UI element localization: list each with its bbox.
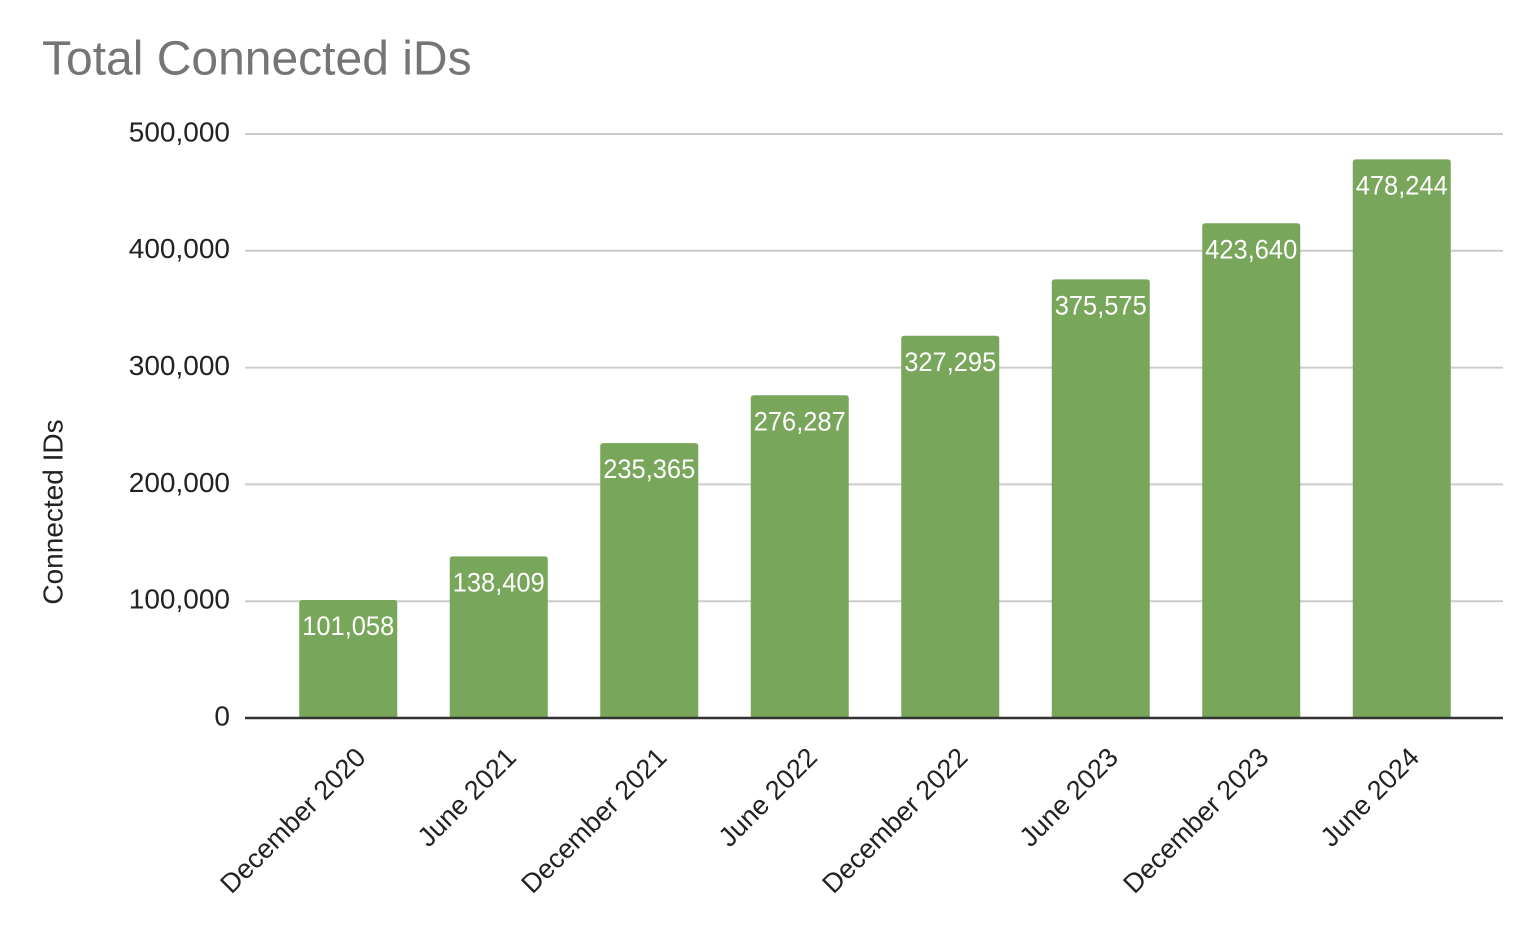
- y-tick-label: 500,000: [129, 116, 230, 147]
- bar: [750, 395, 849, 718]
- y-tick-label: 100,000: [129, 584, 230, 615]
- value-label: 423,640: [1205, 234, 1297, 264]
- value-label: 101,058: [302, 611, 394, 641]
- x-tick-label: December 2023: [1117, 742, 1274, 899]
- value-label: 327,295: [904, 347, 996, 377]
- x-tick-label: June 2021: [412, 742, 522, 852]
- bar: [299, 599, 398, 718]
- bar: [1202, 223, 1301, 718]
- x-tick-label: December 2021: [515, 742, 672, 899]
- value-label: 375,575: [1055, 290, 1147, 320]
- bar: [600, 443, 699, 718]
- value-label: 138,409: [453, 567, 545, 597]
- chart-title: Total Connected iDs: [42, 33, 472, 86]
- x-tick-label: December 2022: [816, 742, 973, 899]
- bar: [901, 335, 1000, 718]
- value-label: 276,287: [754, 406, 846, 436]
- bar: [1352, 159, 1451, 718]
- x-tick-label: June 2023: [1014, 742, 1124, 852]
- x-tick-label: June 2022: [713, 742, 823, 852]
- x-tick-label: December 2020: [214, 742, 371, 899]
- value-label: 478,244: [1356, 171, 1448, 201]
- bar: [1051, 279, 1150, 718]
- bar: [449, 556, 548, 718]
- y-tick-label: 400,000: [129, 233, 230, 264]
- y-tick-label: 0: [214, 700, 230, 731]
- x-tick-label: June 2024: [1315, 742, 1425, 852]
- y-tick-label: 300,000: [129, 350, 230, 381]
- y-tick-label: 200,000: [129, 467, 230, 498]
- y-axis-label: Connected IDs: [37, 419, 68, 604]
- value-label: 235,365: [603, 454, 695, 484]
